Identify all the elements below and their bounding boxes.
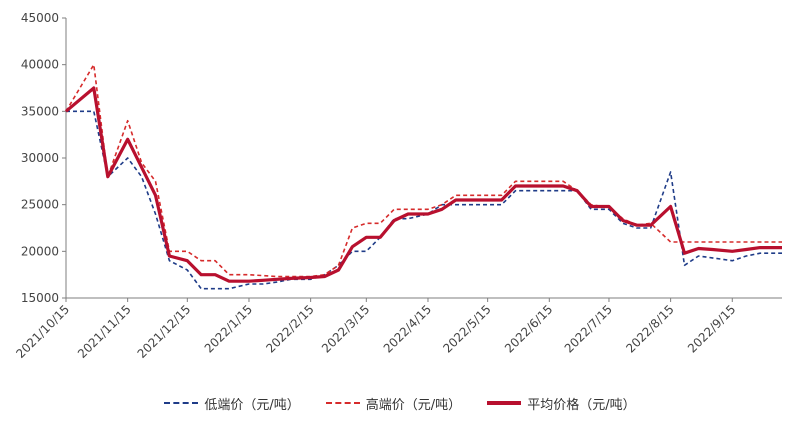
x-tick-label: 2022/6/15 <box>502 302 555 355</box>
y-tick-label: 15000 <box>21 291 59 305</box>
legend-swatch-average <box>487 401 522 405</box>
y-axis-ticks: 15000 20000 25000 30000 35000 40000 45000 <box>21 11 66 305</box>
y-tick-label: 40000 <box>21 58 59 72</box>
x-tick-label: 2021/11/15 <box>75 302 134 361</box>
x-tick-label: 2022/7/15 <box>562 302 615 355</box>
legend-item-average-price: 平均价格（元/吨） <box>487 394 636 413</box>
x-axis-ticks: 2021/10/15 2021/11/15 2021/12/15 2022/1/15 2… <box>13 298 738 361</box>
y-tick-label: 30000 <box>21 151 59 165</box>
series-line-high <box>65 63 782 278</box>
legend-label-high: 高端价（元/吨） <box>365 397 462 413</box>
y-tick-label: 20000 <box>21 244 59 258</box>
x-tick-label: 2022/4/15 <box>381 302 434 355</box>
series-lines <box>64 63 782 290</box>
legend-swatch-high <box>325 402 360 404</box>
x-tick-label: 2022/2/15 <box>263 302 316 355</box>
x-tick-label: 2022/5/15 <box>440 302 493 355</box>
y-tick-label: 35000 <box>21 104 59 118</box>
x-tick-label: 2022/3/15 <box>319 302 372 355</box>
x-tick-label: 2022/9/15 <box>685 302 738 355</box>
y-tick-label: 45000 <box>21 11 59 25</box>
x-tick-label: 2022/1/15 <box>202 302 255 355</box>
y-tick-label: 25000 <box>21 198 59 212</box>
x-tick-label: 2021/10/15 <box>13 302 72 361</box>
legend-label-average: 平均价格（元/吨） <box>527 397 636 413</box>
x-tick-label: 2022/8/15 <box>623 302 676 355</box>
legend-swatch-low <box>164 402 199 404</box>
legend: 低端价（元/吨） 高端价（元/吨） 平均价格（元/吨） <box>0 392 800 414</box>
legend-item-low-price: 低端价（元/吨） <box>164 394 300 413</box>
legend-label-low: 低端价（元/吨） <box>204 397 300 413</box>
x-tick-label: 2021/12/15 <box>135 302 194 361</box>
legend-item-high-price: 高端价（元/吨） <box>325 394 462 413</box>
series-line-low <box>66 110 782 290</box>
axes <box>65 18 782 299</box>
series-line-average <box>64 86 782 283</box>
